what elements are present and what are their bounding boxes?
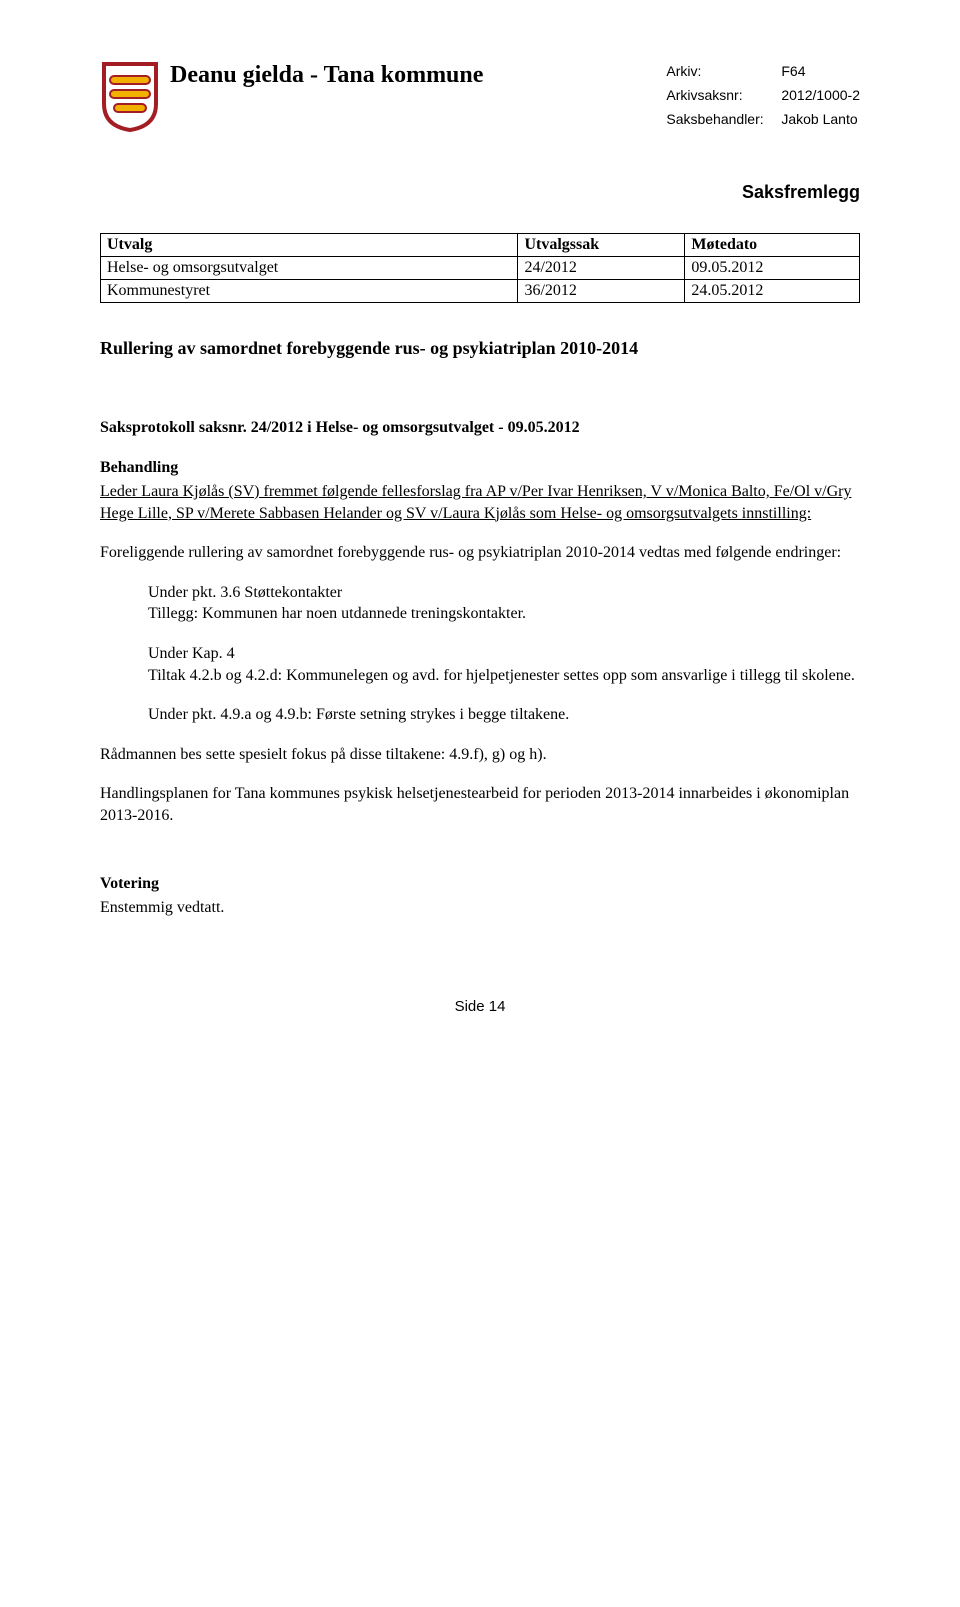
change-line: Tillegg: Kommunen har noen utdannede tre… [148,603,860,625]
behandling-para2: Rådmannen bes sette spesielt fokus på di… [100,744,860,766]
protokoll-heading: Saksprotokoll saksnr. 24/2012 i Helse- o… [100,419,860,437]
utvalg-table: Utvalg Utvalgssak Møtedato Helse- og oms… [100,233,860,303]
col-motedato: Møtedato [685,234,860,257]
saksfremlegg-label: Saksfremlegg [100,182,860,203]
votering-text: Enstemmig vedtatt. [100,897,860,919]
page-footer: Side 14 [100,998,860,1015]
cell-utvalg: Helse- og omsorgsutvalget [101,257,518,280]
saksbehandler-value: Jakob Lanto [781,108,857,132]
header-row: Deanu gielda - Tana kommune Arkiv: F64 A… [100,60,860,132]
behandling-para3: Handlingsplanen for Tana kommunes psykis… [100,783,860,826]
change-line: Under Kap. 4 [148,643,860,665]
arkiv-value: F64 [781,60,805,84]
archive-metadata: Arkiv: F64 Arkivsaksnr: 2012/1000-2 Saks… [666,60,860,131]
cell-utvalg: Kommunestyret [101,280,518,303]
cell-utvalgssak: 24/2012 [518,257,685,280]
cell-utvalgssak: 36/2012 [518,280,685,303]
case-title: Rullering av samordnet forebyggende rus-… [100,338,860,359]
change-block-2: Under Kap. 4 Tiltak 4.2.b og 4.2.d: Komm… [148,643,860,686]
change-block-3: Under pkt. 4.9.a og 4.9.b: Første setnin… [148,704,860,726]
arkiv-label: Arkiv: [666,60,781,84]
behandling-intro: Leder Laura Kjølås (SV) fremmet følgende… [100,481,860,524]
document-page: Deanu gielda - Tana kommune Arkiv: F64 A… [0,0,960,1055]
municipal-crest-icon [100,60,160,132]
organization-name: Deanu gielda - Tana kommune [170,60,656,89]
change-block-1: Under pkt. 3.6 Støttekontakter Tillegg: … [148,582,860,625]
votering-heading: Votering [100,875,860,893]
change-line: Under pkt. 3.6 Støttekontakter [148,582,860,604]
arkivsaksnr-value: 2012/1000-2 [781,84,860,108]
table-header-row: Utvalg Utvalgssak Møtedato [101,234,860,257]
change-line: Tiltak 4.2.b og 4.2.d: Kommunelegen og a… [148,665,860,687]
table-row: Helse- og omsorgsutvalget 24/2012 09.05.… [101,257,860,280]
arkivsaksnr-label: Arkivsaksnr: [666,84,781,108]
change-line: Under pkt. 4.9.a og 4.9.b: Første setnin… [148,704,860,726]
table-row: Kommunestyret 36/2012 24.05.2012 [101,280,860,303]
cell-motedato: 24.05.2012 [685,280,860,303]
cell-motedato: 09.05.2012 [685,257,860,280]
col-utvalgssak: Utvalgssak [518,234,685,257]
behandling-para1: Foreliggende rullering av samordnet fore… [100,542,860,564]
behandling-heading: Behandling [100,459,860,477]
saksbehandler-label: Saksbehandler: [666,108,781,132]
col-utvalg: Utvalg [101,234,518,257]
